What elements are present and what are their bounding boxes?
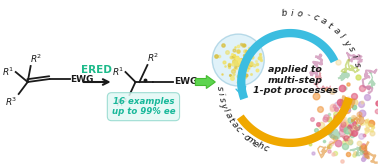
- Text: a: a: [331, 25, 341, 36]
- Text: b: b: [281, 9, 287, 18]
- Text: -: -: [237, 129, 246, 138]
- Text: s: s: [346, 45, 356, 53]
- Text: ERED: ERED: [81, 65, 112, 75]
- Text: $R^1$: $R^1$: [2, 66, 15, 78]
- Text: c: c: [232, 125, 243, 134]
- Text: 16 examples
up to 99% ee: 16 examples up to 99% ee: [112, 97, 175, 116]
- Text: -: -: [305, 11, 311, 20]
- Text: y: y: [218, 101, 228, 109]
- Text: i: i: [291, 9, 294, 18]
- Text: a: a: [318, 16, 327, 27]
- Text: i: i: [350, 54, 359, 59]
- Ellipse shape: [212, 34, 264, 86]
- Text: s: s: [215, 85, 224, 91]
- Text: c: c: [311, 13, 319, 23]
- Text: c: c: [262, 144, 270, 154]
- Text: a: a: [223, 111, 233, 120]
- Text: t: t: [326, 21, 334, 30]
- Text: h: h: [256, 141, 265, 152]
- Text: l: l: [221, 107, 230, 113]
- Text: EWG: EWG: [71, 74, 94, 83]
- Text: applied to
multi-step
1-pot processes: applied to multi-step 1-pot processes: [253, 65, 338, 95]
- Text: i: i: [216, 92, 225, 96]
- Text: $R^3$: $R^3$: [116, 96, 129, 109]
- Text: EWG: EWG: [174, 78, 198, 86]
- Text: l: l: [338, 32, 346, 40]
- Text: o: o: [297, 9, 304, 19]
- Text: a: a: [229, 120, 239, 130]
- Text: $R^1$: $R^1$: [112, 66, 124, 78]
- Text: t: t: [226, 117, 235, 124]
- Text: m: m: [245, 135, 257, 147]
- Text: $R^2$: $R^2$: [29, 52, 42, 64]
- Text: y: y: [341, 38, 352, 47]
- Text: o: o: [241, 132, 251, 143]
- Text: $R^2$: $R^2$: [147, 51, 160, 63]
- Text: $R^3$: $R^3$: [5, 95, 18, 108]
- Text: s: s: [352, 61, 362, 68]
- Text: s: s: [217, 96, 226, 103]
- FancyArrow shape: [195, 75, 215, 89]
- Text: e: e: [251, 139, 260, 149]
